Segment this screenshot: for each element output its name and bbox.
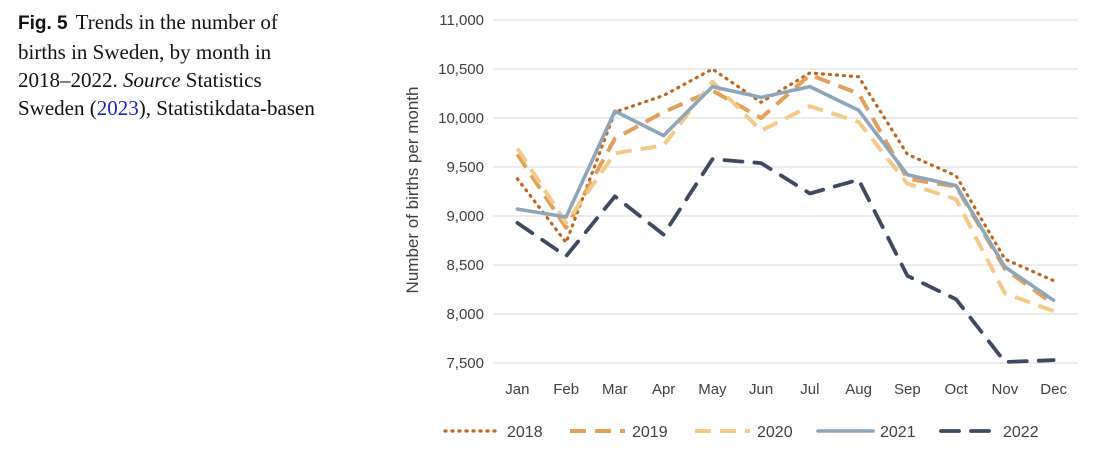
x-tick-label: Nov <box>992 381 1019 398</box>
series-lines <box>515 67 1056 364</box>
x-tick-label: Jan <box>505 381 529 398</box>
caption-text-1: Trends in the number of births in Sweden… <box>18 10 278 92</box>
x-tick-label: Oct <box>944 381 968 398</box>
y-axis-title: Number of births per month <box>403 87 422 294</box>
x-axis-ticks: Jan Feb Mar Apr May Jun Jul Aug Sep Oct Nov Dec <box>505 381 1067 398</box>
y-tick-label: 9,000 <box>446 208 484 225</box>
legend-label-2022: 2022 <box>1003 424 1039 441</box>
series-line-2022 <box>515 157 1056 364</box>
figure-label: Fig. 5 <box>18 13 68 34</box>
series-line-2018 <box>515 67 1056 283</box>
y-tick-label: 10,500 <box>438 61 484 78</box>
x-tick-label: Apr <box>652 381 675 398</box>
legend-label-2018: 2018 <box>507 424 543 441</box>
legend-label-2020: 2020 <box>757 424 793 441</box>
caption-text-2: Statistics Sweden ( <box>18 68 262 120</box>
grid-lines <box>493 19 1078 364</box>
caption-text-3: ), Statistikdata-basen <box>138 96 315 120</box>
x-tick-label: Jul <box>800 381 819 398</box>
figure-caption: Fig. 5 Trends in the number of births in … <box>18 8 328 122</box>
caption-source-word: Source <box>123 68 181 92</box>
y-tick-label: 9,500 <box>446 159 484 176</box>
legend-label-2021: 2021 <box>880 424 916 441</box>
x-tick-label: Dec <box>1040 381 1067 398</box>
y-tick-label: 8,500 <box>446 257 484 274</box>
y-tick-label: 10,000 <box>438 110 484 127</box>
legend: 2018 2019 2020 2021 2022 <box>443 424 1039 441</box>
x-tick-label: Mar <box>602 381 628 398</box>
x-tick-label: Sep <box>894 381 921 398</box>
caption-year-link[interactable]: 2023 <box>96 96 139 120</box>
y-tick-label: 7,500 <box>446 355 484 372</box>
legend-label-2019: 2019 <box>632 424 668 441</box>
x-tick-label: Jun <box>749 381 773 398</box>
y-tick-label: 8,000 <box>446 306 484 323</box>
x-tick-label: Feb <box>553 381 579 398</box>
y-tick-label: 11,000 <box>439 12 484 29</box>
x-tick-label: May <box>698 381 727 398</box>
y-axis-ticks: 7,500 8,000 8,500 9,000 9,500 10,000 10,500 11,… <box>438 12 484 372</box>
series-line-2021 <box>515 84 1056 303</box>
series-line-2020 <box>515 79 1055 313</box>
x-tick-label: Aug <box>845 381 872 398</box>
series-line-2019 <box>515 72 1055 306</box>
